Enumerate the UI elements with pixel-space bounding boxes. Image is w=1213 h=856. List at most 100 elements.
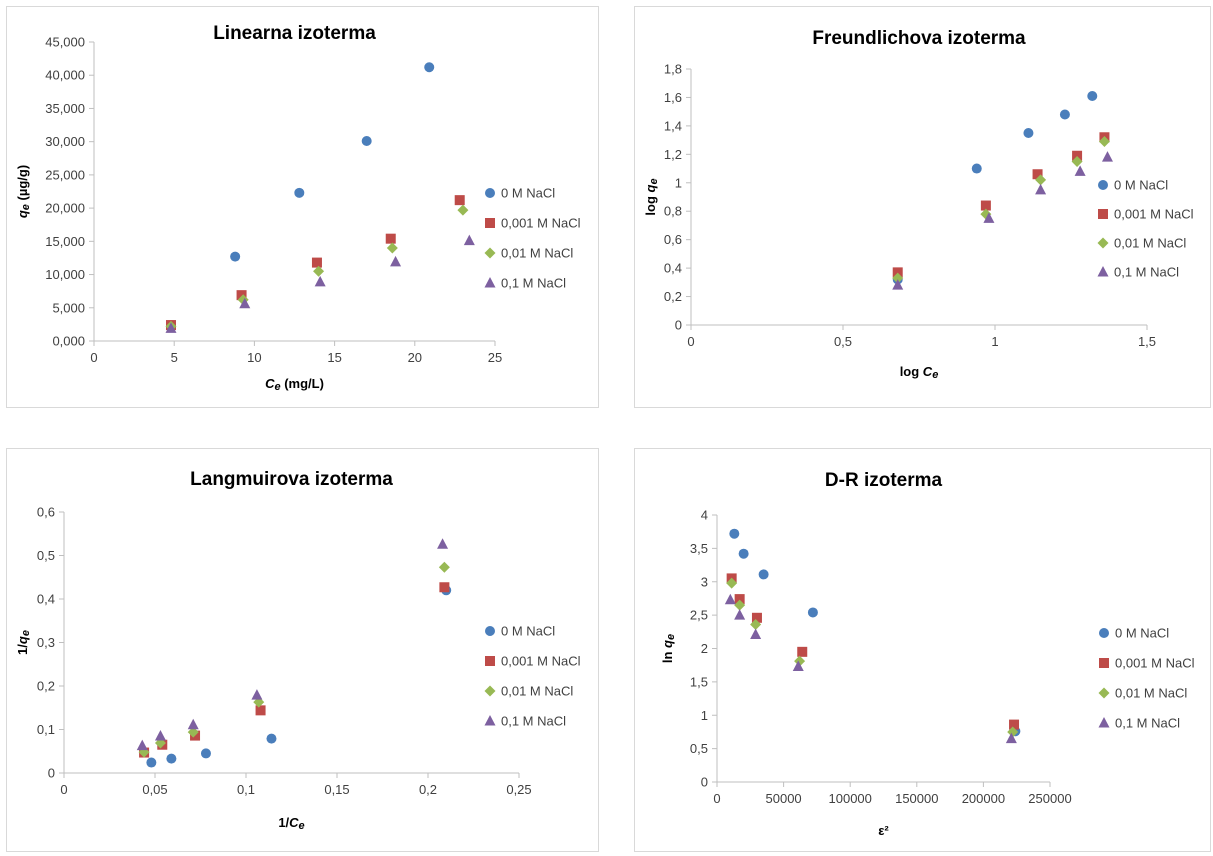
linear-point xyxy=(236,290,247,301)
freundlich-point xyxy=(983,212,995,223)
dr-point xyxy=(729,528,740,539)
freundlich-series-3 xyxy=(892,151,1113,290)
langmuir-point xyxy=(146,757,157,768)
dr-point xyxy=(807,607,818,618)
freundlich-x-tick-label: 1,5 xyxy=(1138,334,1156,349)
dr-x-tick-label: 200000 xyxy=(962,791,1005,806)
linear-y-tick-label: 0,000 xyxy=(52,334,85,349)
langmuir-legend-label: 0,1 M NaCl xyxy=(501,714,566,729)
chart-dr-isotherm: D-R izoterma 0 50000 100000 150000 200000 2500… xyxy=(634,448,1211,852)
linear-point xyxy=(457,204,469,216)
langmuir-legend-marker xyxy=(484,685,496,697)
freundlich-y-axis-label: log qe xyxy=(643,178,660,215)
langmuir-x-tick-label: 0,05 xyxy=(142,782,167,797)
freundlich-y-tick-label: 0,6 xyxy=(664,232,682,247)
langmuir-point xyxy=(154,730,166,741)
langmuir-legend-label: 0 M NaCl xyxy=(501,624,555,639)
dr-y-tick-label: 2 xyxy=(701,641,708,656)
langmuir-y-tick-label: 0,3 xyxy=(37,635,55,650)
freundlich-y-tick-label: 1,4 xyxy=(664,118,682,133)
langmuir-point xyxy=(437,538,449,549)
linear-x-tick-label: 0 xyxy=(90,350,97,365)
langmuir-y-tick-label: 0,1 xyxy=(37,722,55,737)
langmuir-x-tick-label: 0 xyxy=(60,782,67,797)
freundlich-legend-label: 0,01 M NaCl xyxy=(1114,236,1186,251)
langmuir-series-3 xyxy=(136,538,449,751)
linear-y-tick-label: 40,000 xyxy=(45,68,85,83)
linear-x-tick-label: 25 xyxy=(488,350,502,365)
langmuir-point xyxy=(187,726,199,738)
linear-point xyxy=(165,322,177,333)
freundlich-y-tick-label: 0,4 xyxy=(664,261,682,276)
linear-x-tick-label: 10 xyxy=(247,350,261,365)
dr-legend-marker xyxy=(1098,717,1110,728)
langmuir-point xyxy=(200,748,211,759)
linear-y-tick-label: 5,000 xyxy=(52,300,85,315)
dr-x-axis-label: ε² xyxy=(878,823,889,838)
freundlich-point xyxy=(1032,169,1043,180)
freundlich-x-tick-label: 1 xyxy=(991,334,998,349)
langmuir-series-1 xyxy=(139,582,450,758)
langmuir-point xyxy=(266,733,277,744)
freundlich-point xyxy=(1035,183,1047,195)
linear-legend-marker xyxy=(485,218,495,228)
linear-legend-label: 0 M NaCl xyxy=(501,186,555,201)
linear-point xyxy=(311,257,322,268)
linear-series-0 xyxy=(165,62,435,333)
chart-langmuir-isotherm: Langmuirova izoterma 0 0,05 0,1 0,15 0,2 0,25 0… xyxy=(6,448,599,852)
freundlich-series-2 xyxy=(892,136,1110,284)
linear-plot: Linearna izoterma 0 5 10 15 20 25 0,000 5,000 10,… xyxy=(15,23,581,393)
langmuir-x-tick-label: 0,15 xyxy=(324,782,349,797)
langmuir-point xyxy=(253,696,265,708)
freundlich-y-tick-label: 0,8 xyxy=(664,204,682,219)
freundlich-point xyxy=(892,272,904,284)
langmuir-point xyxy=(438,561,450,573)
dr-point xyxy=(734,599,746,611)
freundlich-legend-label: 0 M NaCl xyxy=(1114,178,1168,193)
dr-point xyxy=(1007,726,1019,738)
linear-point xyxy=(314,275,326,287)
freundlich-y-tick-label: 1,2 xyxy=(664,147,682,162)
linear-legend-marker xyxy=(484,277,496,288)
dr-legend: 0 M NaCl 0,001 M NaCl 0,01 M NaCl 0,1 M NaC… xyxy=(1098,626,1195,731)
dr-x-tick-label: 100000 xyxy=(829,791,872,806)
langmuir-point xyxy=(166,753,177,764)
linear-point xyxy=(454,195,465,206)
freundlich-legend: 0 M NaCl 0,001 M NaCl 0,01 M NaCl 0,1 M NaC… xyxy=(1097,178,1194,280)
freundlich-series-0 xyxy=(892,91,1098,285)
dr-point xyxy=(1005,732,1017,744)
dr-point xyxy=(758,569,769,580)
freundlich-point xyxy=(1071,155,1083,167)
freundlich-point xyxy=(1072,150,1083,161)
langmuir-point xyxy=(136,739,148,751)
freundlich-point xyxy=(892,267,903,278)
freundlich-plot: Freundlichova izoterma 0 0,5 1 1,5 0 0,2 0,4 0,6… xyxy=(643,28,1194,381)
freundlich-y-tick-label: 0,2 xyxy=(664,289,682,304)
langmuir-legend-marker xyxy=(485,656,495,666)
freundlich-legend-marker xyxy=(1097,266,1109,277)
linear-y-tick-label: 30,000 xyxy=(45,134,85,149)
dr-series-1 xyxy=(726,573,1020,730)
dr-x-tick-label: 150000 xyxy=(895,791,938,806)
langmuir-y-tick-label: 0,2 xyxy=(37,679,55,694)
linear-legend-marker xyxy=(484,247,496,259)
dr-legend-marker xyxy=(1098,687,1110,699)
linear-y-tick-label: 45,000 xyxy=(45,35,85,50)
freundlich-y-tick-label: 1 xyxy=(675,175,682,190)
dr-legend-label: 0 M NaCl xyxy=(1115,626,1169,641)
langmuir-x-tick-label: 0,1 xyxy=(237,782,255,797)
freundlich-point xyxy=(1098,136,1110,148)
dr-y-tick-label: 4 xyxy=(701,508,708,523)
linear-point xyxy=(361,136,372,147)
linear-point xyxy=(294,187,305,198)
langmuir-title: Langmuirova izoterma xyxy=(190,469,393,490)
linear-legend-label: 0,1 M NaCl xyxy=(501,276,566,291)
linear-series-1 xyxy=(165,195,465,331)
langmuir-legend-marker xyxy=(485,626,495,636)
dr-x-tick-label: 0 xyxy=(713,791,720,806)
freundlich-x-axis-label: log Ce xyxy=(900,364,939,381)
linear-x-tick-label: 15 xyxy=(327,350,341,365)
langmuir-y-tick-label: 0,4 xyxy=(37,592,55,607)
freundlich-point xyxy=(1023,128,1034,138)
dr-point xyxy=(751,612,762,623)
